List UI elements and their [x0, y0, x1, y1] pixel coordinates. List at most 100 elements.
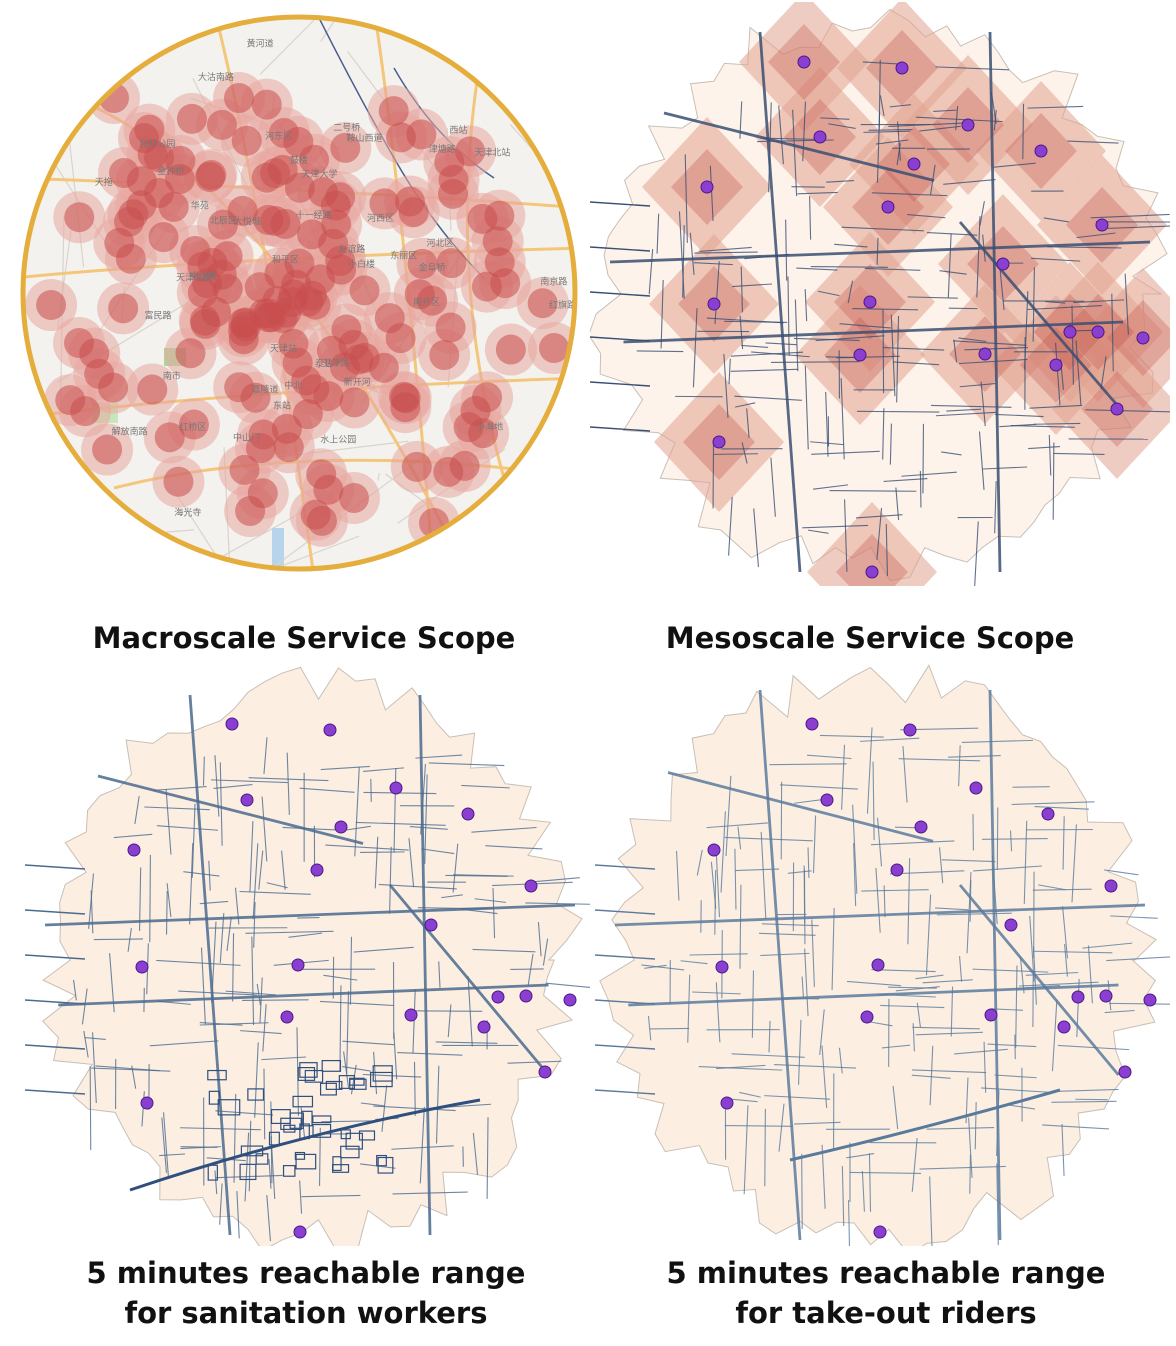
- arterial-road: [58, 983, 549, 1007]
- reachable-area: [42, 666, 583, 1246]
- street: [1100, 356, 1107, 389]
- street: [810, 265, 888, 268]
- street: [1054, 1088, 1119, 1093]
- street: [1082, 942, 1133, 949]
- minor-road: [259, 17, 426, 75]
- street: [1019, 956, 1025, 994]
- street: [741, 442, 748, 464]
- service-point: [563, 993, 577, 1007]
- street: [868, 1153, 872, 1212]
- street: [1029, 404, 1083, 409]
- street: [731, 1053, 805, 1058]
- buffer-core: [449, 450, 480, 481]
- street: [1085, 409, 1170, 413]
- street: [152, 785, 207, 791]
- map-place-label: 鞍山西道: [347, 132, 383, 144]
- service-point: [1118, 1065, 1132, 1079]
- street: [417, 907, 494, 910]
- dense-street-block: [332, 1156, 342, 1172]
- street: [680, 960, 708, 965]
- street: [1053, 452, 1105, 456]
- street: [354, 766, 360, 857]
- street: [856, 410, 940, 413]
- street: [915, 116, 1003, 123]
- street: [1064, 943, 1068, 977]
- street: [252, 843, 259, 920]
- service-point: [712, 435, 726, 449]
- map-place-label: 金钟桥: [157, 165, 184, 177]
- buffer-core: [196, 159, 227, 190]
- street: [234, 887, 240, 925]
- street: [991, 855, 998, 925]
- buffer-core: [137, 374, 168, 405]
- service-point: [140, 1096, 154, 1110]
- street: [353, 946, 414, 953]
- street: [760, 952, 810, 957]
- street: [941, 451, 962, 456]
- street: [781, 997, 820, 1000]
- street: [947, 754, 1001, 758]
- street: [964, 346, 1029, 351]
- street: [288, 932, 323, 938]
- street: [895, 986, 940, 992]
- street: [715, 848, 721, 918]
- street: [420, 763, 427, 835]
- street: [419, 1106, 425, 1184]
- service-point: [1057, 1020, 1071, 1034]
- street: [346, 991, 350, 1074]
- dense-street-block: [338, 1075, 356, 1089]
- dense-street-block: [301, 1110, 313, 1127]
- street: [363, 767, 405, 772]
- service-point: [860, 1010, 874, 1024]
- street: [933, 109, 957, 113]
- dense-street-block: [319, 1082, 337, 1096]
- street: [751, 970, 755, 1038]
- road-network: [24, 694, 590, 1242]
- street: [297, 916, 320, 919]
- street: [532, 877, 580, 883]
- service-point: [389, 781, 403, 795]
- buffer-core: [207, 209, 238, 240]
- service-point: [890, 863, 904, 877]
- street: [876, 817, 883, 867]
- street: [1033, 422, 1081, 425]
- street: [1012, 786, 1050, 788]
- street: [428, 762, 505, 767]
- street: [907, 214, 946, 219]
- street: [935, 411, 997, 417]
- street: [239, 890, 311, 895]
- service-point: [310, 863, 324, 877]
- service-point: [1063, 325, 1077, 339]
- street: [728, 358, 731, 385]
- buffer-core: [251, 89, 282, 120]
- street: [525, 902, 590, 905]
- street: [828, 123, 856, 129]
- street: [841, 744, 846, 810]
- street: [594, 1089, 656, 1095]
- street: [149, 854, 151, 943]
- street: [955, 105, 959, 131]
- street: [692, 308, 698, 388]
- street: [974, 1102, 977, 1150]
- street: [1075, 340, 1082, 405]
- minor-road: [23, 17, 30, 120]
- street: [699, 246, 752, 252]
- service-point: [881, 200, 895, 214]
- street: [84, 1037, 106, 1040]
- street: [474, 898, 507, 903]
- street: [958, 337, 987, 343]
- takeout-range-map: [594, 664, 1170, 1246]
- map-place-label: 小白楼: [348, 258, 375, 270]
- buffer-core: [296, 280, 327, 311]
- street: [991, 1008, 1024, 1011]
- street: [211, 921, 217, 1003]
- street: [24, 1089, 86, 1095]
- street: [472, 948, 536, 953]
- street: [889, 104, 911, 108]
- service-point: [1004, 918, 1018, 932]
- street: [919, 1165, 1006, 1170]
- map-place-label: 东丽区: [390, 249, 417, 261]
- service-point: [961, 118, 975, 132]
- street: [866, 727, 873, 814]
- buffer-core: [378, 96, 409, 127]
